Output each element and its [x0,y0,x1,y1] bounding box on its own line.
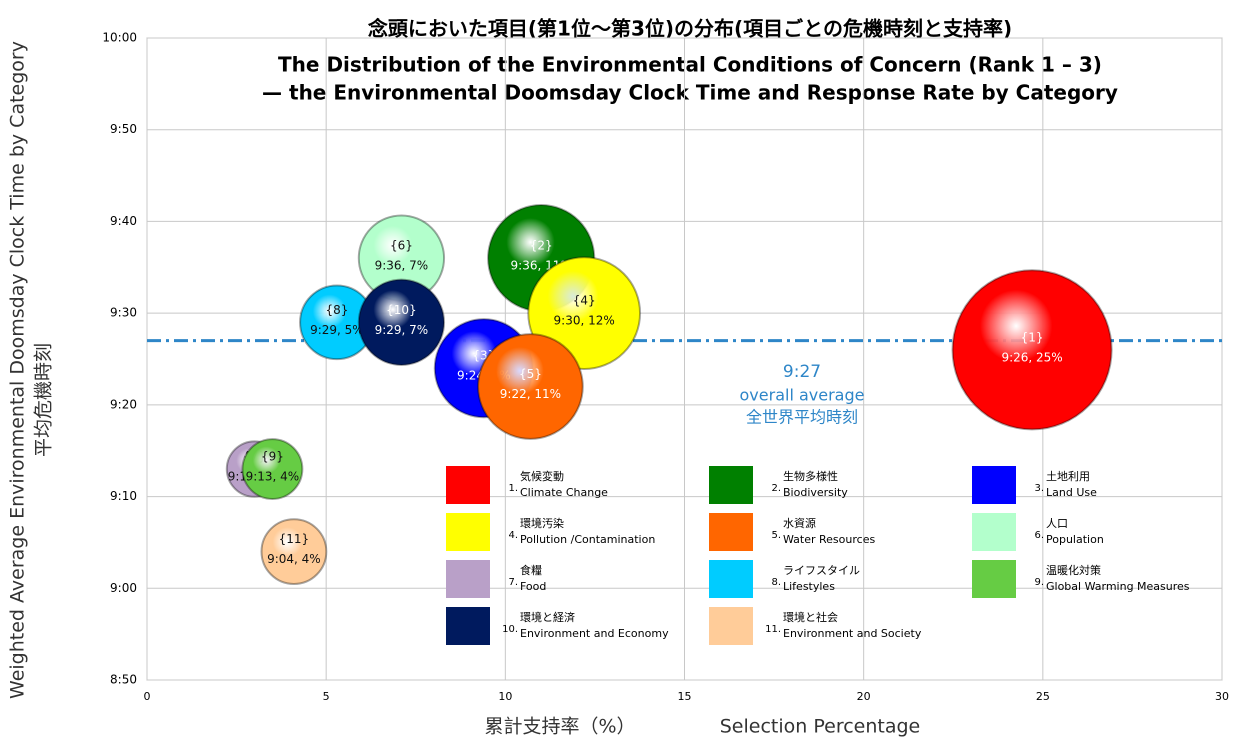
y-tick-label: 9:00 [110,581,137,595]
legend-label: Lifestyles [783,580,835,593]
bubble-id: {6} [390,239,413,253]
legend-swatch [446,560,490,598]
legend-number: 3. [1034,483,1044,494]
average-label: 9:27 [783,362,821,382]
data-label: 9:22, 11% [500,387,561,401]
x-tick-label: 10 [498,690,512,703]
data-label: 9:30, 12% [554,314,615,328]
legend-number: 1. [508,483,518,494]
chart-title: — the Environmental Doomsday Clock Time … [262,81,1118,105]
legend-label: Environment and Economy [520,627,669,640]
bubble-id: {8} [325,303,348,317]
y-axis-label: 平均危機時刻 [33,343,55,457]
x-tick-label: 0 [144,690,151,703]
legend-swatch [446,466,490,504]
y-tick-label: 8:50 [110,673,137,687]
legend-label: ライフスタイル [783,564,860,577]
y-axis-label: Weighted Average Environmental Doomsday … [7,41,29,699]
legend-label: 生物多様性 [783,469,838,483]
legend-number: 8. [771,577,781,588]
legend-label: 環境汚染 [520,516,564,530]
legend-number: 10. [502,624,518,635]
legend-label: 人口 [1046,517,1068,530]
average-label: 全世界平均時刻 [746,408,858,427]
legend-label: 土地利用 [1046,470,1090,483]
legend-label: 食糧 [520,563,542,577]
legend-swatch [709,560,753,598]
legend-number: 4. [508,530,518,541]
legend-number: 6. [1034,530,1044,541]
x-axis-label: Selection Percentage [720,716,920,738]
legend-label: Population [1046,533,1104,546]
data-label: 9:04, 4% [267,552,321,566]
x-tick-label: 15 [678,690,692,703]
legend-swatch [972,466,1016,504]
bubble [357,278,446,366]
legend-label: 水資源 [783,516,816,530]
legend-label: Water Resources [783,533,875,546]
bubble-id: {2} [530,239,553,253]
bubble-id: {1} [1021,330,1044,344]
data-label: 9:29, 5% [310,323,364,337]
data-label: 9:29, 7% [375,323,429,337]
x-axis-label: 累計支持率（%） [484,716,635,738]
legend-swatch [446,607,490,645]
x-tick-label: 25 [1036,690,1050,703]
y-tick-label: 9:10 [110,489,137,503]
bubble-id: {4} [573,294,596,308]
legend-label: 気候変動 [520,469,564,483]
x-tick-label: 5 [323,690,330,703]
legend-label: Food [520,580,546,593]
legend-number: 2. [771,483,781,494]
legend-label: 環境と経済 [520,610,575,624]
y-tick-label: 9:20 [110,397,137,411]
legend-swatch [446,513,490,551]
legend-number: 9. [1034,577,1044,588]
bubble [241,438,304,500]
legend-swatch [972,513,1016,551]
average-label: overall average [740,386,865,405]
y-tick-label: 10:00 [102,31,137,45]
y-tick-label: 9:30 [110,306,137,320]
chart-title: The Distribution of the Environmental Co… [278,53,1102,77]
legend-label: Climate Change [520,486,608,499]
legend-label: 温暖化対策 [1046,563,1101,577]
bubble-id: {10} [386,303,417,317]
bubble [951,269,1113,431]
data-label: 9:13, 4% [246,470,300,484]
bubble [260,518,328,585]
legend-number: 5. [771,530,781,541]
legend-swatch [709,513,753,551]
legend-label: Pollution /Contamination [520,533,655,546]
bubble-id: {11} [279,532,310,546]
bubble-id: {9} [261,450,284,464]
y-tick-label: 9:40 [110,214,137,228]
x-tick-label: 20 [857,690,871,703]
legend-label: Biodiversity [783,486,848,499]
x-tick-label: 30 [1215,690,1229,703]
legend-swatch [972,560,1016,598]
legend-label: Global Warming Measures [1046,580,1190,593]
chart-title: 念頭においた項目(第1位〜第3位)の分布(項目ごとの危機時刻と支持率) [368,17,1012,41]
bubble [477,333,584,440]
legend-label: Land Use [1046,486,1097,499]
legend-number: 7. [508,577,518,588]
data-label: 9:36, 7% [375,259,429,273]
data-label: 9:26, 25% [1001,350,1062,364]
legend-label: Environment and Society [783,627,922,640]
legend-swatch [709,607,753,645]
legend-label: 環境と社会 [783,610,838,624]
legend-swatch [709,466,753,504]
bubble-id: {5} [519,367,542,381]
legend-number: 11. [765,624,781,635]
y-tick-label: 9:50 [110,122,137,136]
